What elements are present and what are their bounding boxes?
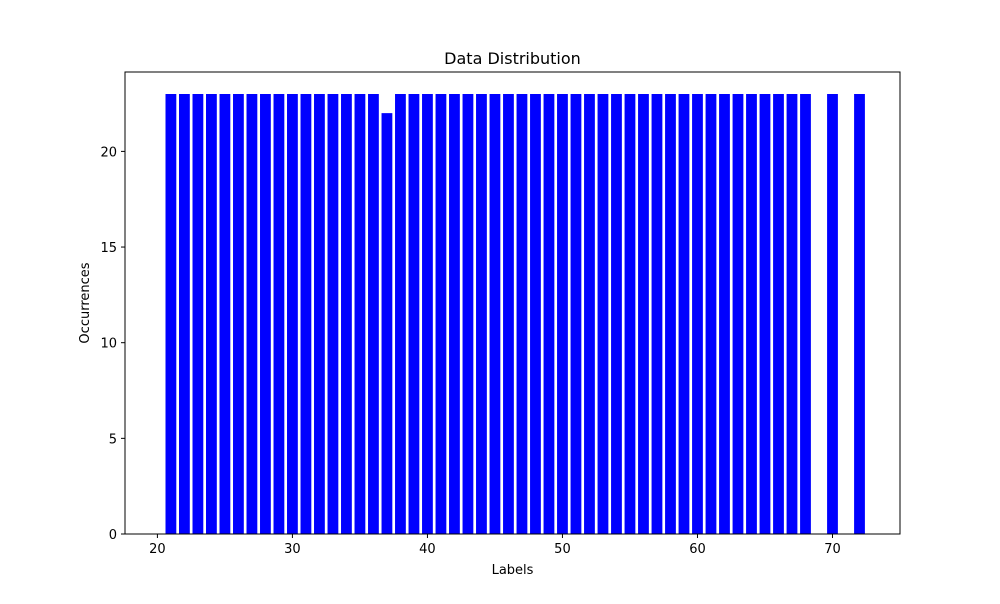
bar-63 xyxy=(732,94,744,534)
bar-67 xyxy=(786,94,798,534)
bar-25 xyxy=(219,94,231,534)
bar-27 xyxy=(246,94,258,534)
bar-37 xyxy=(381,113,393,534)
x-tick-label: 50 xyxy=(554,542,571,557)
bar-55 xyxy=(624,94,636,534)
bar-48 xyxy=(530,94,541,534)
bar-68 xyxy=(800,94,811,534)
bar-36 xyxy=(368,94,379,534)
bar-40 xyxy=(422,94,433,534)
bar-24 xyxy=(206,94,217,534)
bar-66 xyxy=(773,94,784,534)
bar-29 xyxy=(273,94,285,534)
plot-area-frame xyxy=(124,71,901,535)
bar-72 xyxy=(854,94,865,534)
bar-38 xyxy=(395,94,406,534)
bar-39 xyxy=(408,94,420,534)
y-axis-ticks: 0 5 10 15 20 xyxy=(100,145,125,543)
x-axis-label: Labels xyxy=(492,563,534,578)
x-axis-ticks: 20 30 40 50 60 70 xyxy=(149,534,841,557)
bar-60 xyxy=(692,94,703,534)
bar-23 xyxy=(192,94,204,534)
bar-56 xyxy=(638,94,649,534)
y-tick-label: 15 xyxy=(100,241,117,256)
bar-45 xyxy=(489,94,501,534)
bar-50 xyxy=(557,94,568,534)
bar-47 xyxy=(516,94,528,534)
x-tick-label: 30 xyxy=(284,542,301,557)
y-tick-label: 10 xyxy=(100,337,117,352)
bar-52 xyxy=(584,94,595,534)
bar-44 xyxy=(476,94,487,534)
x-tick-label: 40 xyxy=(419,542,436,557)
bar-26 xyxy=(233,94,244,534)
bar-43 xyxy=(462,94,474,534)
bar-64 xyxy=(746,94,757,534)
bar-53 xyxy=(597,94,609,534)
x-tick-label: 70 xyxy=(824,542,841,557)
bar-33 xyxy=(327,94,339,534)
bar-61 xyxy=(705,94,717,534)
bar-28 xyxy=(260,94,271,534)
bar-30 xyxy=(287,94,298,534)
bar-34 xyxy=(341,94,352,534)
y-tick-label: 0 xyxy=(109,528,117,543)
bars-group xyxy=(165,94,865,534)
bar-32 xyxy=(314,94,325,534)
bar-54 xyxy=(611,94,622,534)
y-tick-label: 20 xyxy=(100,145,117,160)
bar-41 xyxy=(435,94,447,534)
bar-46 xyxy=(503,94,514,534)
bar-21 xyxy=(165,94,177,534)
bar-59 xyxy=(678,94,690,534)
chart-title: Data Distribution xyxy=(444,49,581,68)
bar-49 xyxy=(543,94,555,534)
y-axis-label: Occurrences xyxy=(78,262,93,343)
bar-65 xyxy=(759,94,771,534)
bar-62 xyxy=(719,94,730,534)
bar-57 xyxy=(651,94,663,534)
bar-35 xyxy=(354,94,366,534)
bar-51 xyxy=(570,94,582,534)
bar-58 xyxy=(665,94,676,534)
y-tick-label: 5 xyxy=(109,432,117,447)
bar-31 xyxy=(300,94,312,534)
bar-42 xyxy=(449,94,460,534)
bar-70 xyxy=(827,94,838,534)
bar-22 xyxy=(179,94,190,534)
x-tick-label: 60 xyxy=(689,542,706,557)
x-tick-label: 20 xyxy=(149,542,166,557)
